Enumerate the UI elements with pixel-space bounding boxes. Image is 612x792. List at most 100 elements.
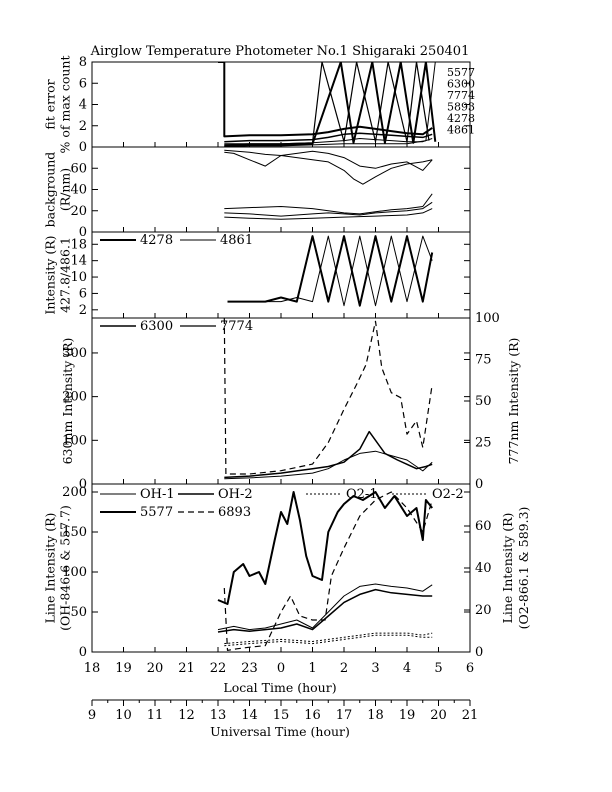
y-tick-label-line_intensity: 100	[62, 565, 87, 580]
y-tick-label-fit_error: 0	[79, 140, 87, 155]
y-tick-label-line_intensity: 0	[79, 645, 87, 660]
y-tick-label-intensity_4278_4861: 14	[70, 254, 87, 269]
series-line-6893	[223, 491, 433, 652]
legend-label-6300: 6300	[447, 78, 475, 91]
series-line-O2-2	[224, 634, 433, 647]
series-line-OH-1	[217, 583, 433, 631]
series-group-fit_error	[218, 62, 437, 147]
local-time-tick-label: 19	[115, 661, 132, 676]
local-time-tick-label: 3	[371, 661, 379, 676]
panel-frames	[91, 61, 471, 653]
y-axis-right-label-intensity_6300_7774: 777nm Intensity (R)	[506, 338, 521, 465]
series-group-intensity_6300_7774	[223, 318, 433, 480]
y-tick-label-background: 60	[70, 161, 87, 176]
y-tick-label-line_intensity: 200	[62, 485, 87, 500]
universal-time-tick-label: 16	[304, 708, 321, 723]
local-time-tick-label: 1	[308, 661, 316, 676]
chart-title: Airglow Temperature Photometer No.1 Shig…	[90, 44, 470, 59]
series-line-OH-2	[217, 588, 433, 633]
series-line-6300	[224, 430, 433, 479]
series-line-4278	[224, 62, 437, 147]
y-tick-right-label-line_intensity: 20	[475, 603, 492, 618]
y-tick-label-background: 0	[79, 225, 87, 240]
legend-label-5893: 5893	[447, 101, 475, 114]
series-line-5577	[217, 491, 433, 605]
y-tick-label-fit_error: 2	[79, 119, 87, 134]
series-line-O2-1	[224, 632, 433, 645]
y-axis-fit_error: 0 2 4 6 8	[79, 55, 470, 155]
panel-frame-intensity_6300_7774	[91, 317, 471, 485]
series-line-s5	[224, 208, 433, 220]
series-line-s1	[224, 151, 433, 185]
universal-time-tick-label: 15	[273, 708, 290, 723]
legend-label-4861: 4861	[447, 124, 475, 137]
universal-time-tick-label: 19	[399, 708, 416, 723]
y-tick-label-background: 40	[70, 183, 87, 198]
y-axis-label-line_intensity: Line Intensity (R)	[43, 513, 58, 624]
y-axis-label-intensity_4278_4861: Intensity (R)	[43, 235, 58, 314]
y-axis-label-intensity_6300_7774: 630nm Intensity (R)	[60, 338, 75, 465]
local-time-tick-label: 20	[147, 661, 164, 676]
local-time-tick-label: 18	[84, 661, 101, 676]
legend-label-O2-2: O2-2	[432, 487, 464, 502]
series-group-background	[224, 149, 433, 220]
y-tick-right-label-line_intensity: 40	[475, 561, 492, 576]
legend-intensity_4278_4861: 4278 4861	[100, 233, 253, 248]
y-tick-label-fit_error: 4	[79, 98, 87, 113]
local-time-tick-label: 22	[210, 661, 227, 676]
legend-label-O2-1: O2-1	[346, 487, 378, 502]
y-axis-label-background: (R/nm)	[58, 168, 73, 211]
y-tick-label-line_intensity: 50	[70, 605, 87, 620]
legend-label-5577: 5577	[140, 505, 173, 520]
universal-time-tick-label: 12	[178, 708, 195, 723]
legend-label-6893: 6893	[218, 505, 251, 520]
y-tick-label-intensity_4278_4861: 2	[79, 303, 87, 318]
y-axis-label-fit_error: fit error	[43, 79, 58, 129]
local-time-tick-label: 23	[241, 661, 258, 676]
y-tick-label-intensity_4278_4861: 6	[79, 286, 87, 301]
y-tick-right-label-intensity_6300_7774: 0	[475, 477, 483, 492]
y-tick-label-intensity_6300_7774: 200	[62, 390, 87, 405]
series-line-s4	[224, 201, 433, 217]
y-tick-label-line_intensity: 150	[62, 525, 87, 540]
series-line-s2	[224, 149, 433, 171]
y-axis-background: 0 20 40 60	[70, 161, 470, 240]
y-tick-right-label-line_intensity: 60	[475, 519, 492, 534]
universal-time-tick-label: 21	[462, 708, 479, 723]
y-tick-right-label-line_intensity: 0	[475, 645, 483, 660]
y-tick-label-intensity_6300_7774: 0	[79, 477, 87, 492]
y-tick-label-intensity_4278_4861: 10	[70, 270, 87, 285]
legend-label-5577: 5577	[447, 66, 475, 79]
series-line-4278	[227, 235, 434, 307]
universal-time-tick-label: 10	[115, 708, 132, 723]
local-time-axis-label: Local Time (hour)	[223, 680, 336, 695]
y-tick-label-fit_error: 6	[79, 76, 87, 91]
legend-intensity_6300_7774: 6300 7774	[100, 319, 253, 334]
y-tick-label-intensity_6300_7774: 100	[62, 433, 87, 448]
local-time-tick-label: 5	[434, 661, 442, 676]
y-axis-label-line_intensity: (OH-846.6 & 557.7)	[58, 505, 73, 631]
legend-line_intensity: OH-1 OH-2 O2-1 O2-2 5577 6893	[100, 487, 464, 520]
y-axis-label-intensity_4278_4861: 427.8/486.1	[58, 237, 73, 313]
series-group-line_intensity	[217, 491, 433, 652]
y-tick-label-intensity_4278_4861: 18	[70, 237, 87, 252]
legend-label-6300: 6300	[140, 319, 173, 334]
legend-label-4278: 4278	[140, 233, 173, 248]
legend-label-OH-1: OH-1	[140, 487, 175, 502]
legend-label-OH-2: OH-2	[218, 487, 253, 502]
series-line-4861	[227, 235, 433, 307]
legend-label-7774: 7774	[447, 89, 475, 102]
local-time-tick-label: 4	[403, 661, 411, 676]
panel-plots	[217, 62, 437, 652]
y-axis-label-background: background	[43, 152, 58, 228]
local-time-tick-label: 2	[340, 661, 348, 676]
universal-time-tick-label: 20	[430, 708, 447, 723]
legend-label-7774: 7774	[220, 319, 253, 334]
universal-time-tick-label: 11	[147, 708, 164, 723]
series-group-intensity_4278_4861	[227, 235, 434, 307]
